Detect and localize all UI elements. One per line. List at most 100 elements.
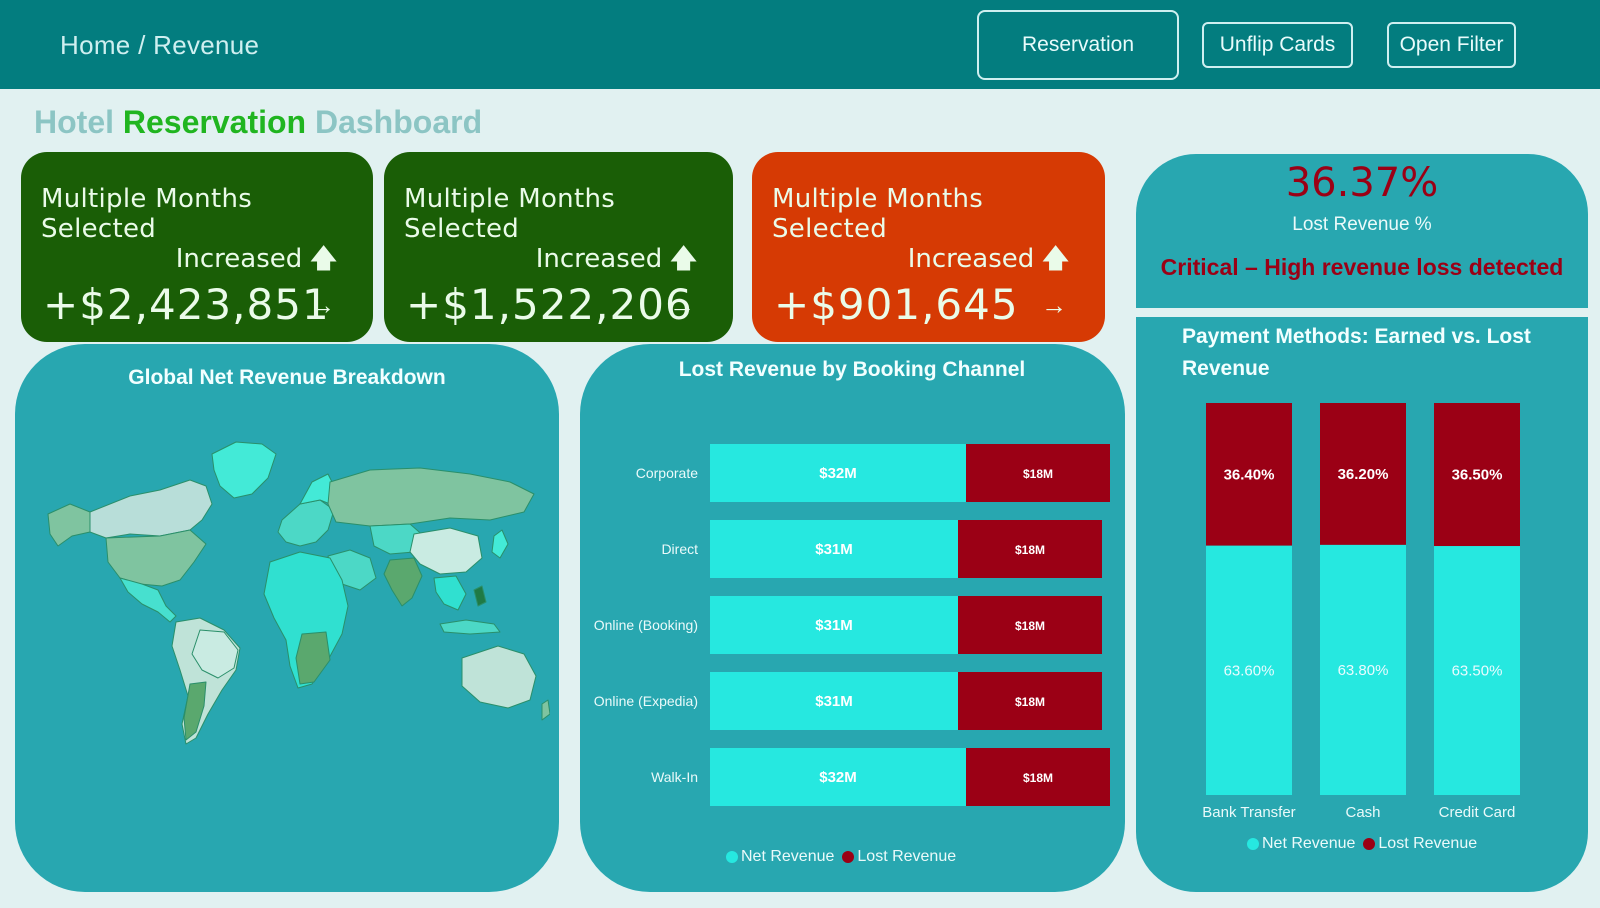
map-region-china xyxy=(409,527,483,575)
page-title: Hotel Reservation Dashboard xyxy=(34,104,482,141)
arrow-up-icon: 🡅 xyxy=(670,244,697,274)
top-bar: Home / Revenue Reservation Unflip Cards … xyxy=(0,0,1600,89)
legend-net: Net Revenue xyxy=(741,848,835,865)
kpi-subtitle: Multiple Months Selected xyxy=(41,184,253,244)
net-revenue-bar[interactable] xyxy=(1320,544,1406,795)
map-region-greenland xyxy=(211,441,277,499)
chart-title: Revenue xyxy=(1182,357,1270,380)
unflip-cards-button[interactable]: Unflip Cards xyxy=(1202,22,1353,68)
arrow-right-icon[interactable]: → xyxy=(1041,290,1067,320)
kpi-trend-label: Increased xyxy=(175,244,303,274)
data-label: 36.50% xyxy=(1452,467,1503,484)
map-region-canada xyxy=(89,479,213,539)
data-label: 63.50% xyxy=(1452,663,1503,680)
lost-revenue-bar[interactable] xyxy=(966,444,1110,502)
map-panel: Global Net Revenue Breakdown xyxy=(15,344,559,892)
net-revenue-legend-dot xyxy=(1247,838,1259,850)
legend-lost: Lost Revenue xyxy=(857,848,957,865)
data-label: 63.80% xyxy=(1338,662,1389,679)
category-label: Bank Transfer xyxy=(1202,804,1295,821)
payment-methods-legend: Net Revenue Lost Revenue xyxy=(1239,835,1477,853)
data-label: $32M xyxy=(819,769,857,786)
category-label: Cash xyxy=(1345,804,1380,821)
lost-revenue-bar[interactable] xyxy=(966,748,1110,806)
page-title-part1: Hotel xyxy=(34,104,114,140)
lost-revenue-bar[interactable] xyxy=(1320,403,1406,545)
net-revenue-legend-dot xyxy=(726,851,738,863)
payment-methods-panel: Payment Methods: Earned vs. Lost Revenue 3… xyxy=(1136,317,1588,892)
category-label: Direct xyxy=(661,541,698,557)
kpi-subtitle: Multiple Months Selected xyxy=(772,184,984,244)
kpi-trend: Increased 🡅 xyxy=(176,240,337,284)
data-label: $31M xyxy=(815,541,853,558)
breadcrumb[interactable]: Home / Revenue xyxy=(60,30,260,60)
lost-revenue-label: Lost Revenue % xyxy=(1292,214,1432,235)
booking-channel-chart[interactable]: Lost Revenue by Booking Channel Corporate… xyxy=(580,344,1125,892)
map-region-mexico xyxy=(119,577,177,623)
category-label: Walk-In xyxy=(651,769,698,785)
legend-lost: Lost Revenue xyxy=(1378,835,1478,852)
data-label: 36.40% xyxy=(1224,466,1275,483)
booking-channel-legend: Net Revenue Lost Revenue xyxy=(718,848,956,866)
payment-methods-chart[interactable]: Payment Methods: Earned vs. Lost Revenue 3… xyxy=(1136,317,1588,892)
net-revenue-bar[interactable] xyxy=(710,748,966,806)
map-region-usa xyxy=(105,529,207,587)
kpi-card-2[interactable]: Multiple Months Selected Increased 🡅 +$1,… xyxy=(384,152,733,342)
category-label: Online (Expedia) xyxy=(594,693,698,709)
arrow-up-icon: 🡅 xyxy=(1042,244,1069,274)
map-region-indonesia xyxy=(439,619,501,635)
map-region-australia xyxy=(461,645,537,709)
data-label: $32M xyxy=(819,465,857,482)
kpi-value: +$901,645 xyxy=(774,280,1019,329)
arrow-right-icon[interactable]: → xyxy=(669,290,695,320)
net-revenue-bar[interactable] xyxy=(710,596,958,654)
world-map[interactable] xyxy=(30,434,550,774)
data-label: 63.60% xyxy=(1224,662,1275,679)
map-panel-title: Global Net Revenue Breakdown xyxy=(128,366,446,389)
kpi-trend: Increased 🡅 xyxy=(908,240,1069,284)
map-region-india xyxy=(383,557,423,607)
net-revenue-bar[interactable] xyxy=(1434,546,1520,795)
data-label: $18M xyxy=(1015,619,1045,633)
chart-title: Payment Methods: Earned vs. Lost xyxy=(1182,325,1531,348)
category-label: Corporate xyxy=(636,465,698,481)
data-label: $18M xyxy=(1015,695,1045,709)
kpi-value: +$2,423,851 xyxy=(43,280,330,329)
kpi-trend-label: Increased xyxy=(907,244,1035,274)
arrow-right-icon[interactable]: → xyxy=(309,290,335,320)
net-revenue-bar[interactable] xyxy=(710,520,958,578)
category-label: Online (Booking) xyxy=(594,617,698,633)
net-revenue-bar[interactable] xyxy=(710,672,958,730)
map-region-argentina xyxy=(183,681,207,741)
reservation-button[interactable]: Reservation xyxy=(977,10,1179,80)
map-region-se-asia xyxy=(433,575,467,611)
lost-revenue-bar[interactable] xyxy=(1206,403,1292,546)
map-region-africa-south xyxy=(295,631,331,685)
kpi-trend: Increased 🡅 xyxy=(536,240,697,284)
kpi-card-3[interactable]: Multiple Months Selected Increased 🡅 +$90… xyxy=(752,152,1105,342)
net-revenue-bar[interactable] xyxy=(1206,545,1292,795)
map-region-russia xyxy=(327,467,535,527)
lost-revenue-bar[interactable] xyxy=(1434,403,1520,547)
kpi-value: +$1,522,206 xyxy=(406,280,693,329)
kpi-trend-label: Increased xyxy=(535,244,663,274)
lost-revenue-legend-dot xyxy=(1363,838,1376,850)
kpi-subtitle: Multiple Months Selected xyxy=(404,184,616,244)
page-title-part2: Reservation xyxy=(122,104,307,140)
lost-revenue-bar[interactable] xyxy=(958,596,1102,654)
lost-revenue-bar[interactable] xyxy=(958,520,1102,578)
open-filter-button[interactable]: Open Filter xyxy=(1387,22,1516,68)
chart-title: Lost Revenue by Booking Channel xyxy=(679,358,1026,381)
net-revenue-bar[interactable] xyxy=(710,444,966,502)
lost-revenue-percent: 36.37% xyxy=(1285,160,1439,206)
status-message: Critical – High revenue loss detected xyxy=(1160,254,1564,280)
data-label: $18M xyxy=(1023,771,1053,785)
booking-channel-panel: Lost Revenue by Booking Channel Corporate… xyxy=(580,344,1125,892)
lost-revenue-bar[interactable] xyxy=(958,672,1102,730)
map-region-new-zealand xyxy=(541,699,550,721)
kpi-card-1[interactable]: Multiple Months Selected Increased 🡅 +$2,… xyxy=(21,152,373,342)
map-region-philippines xyxy=(473,585,487,607)
category-label: Credit Card xyxy=(1439,804,1516,821)
lost-revenue-legend-dot xyxy=(842,851,855,863)
